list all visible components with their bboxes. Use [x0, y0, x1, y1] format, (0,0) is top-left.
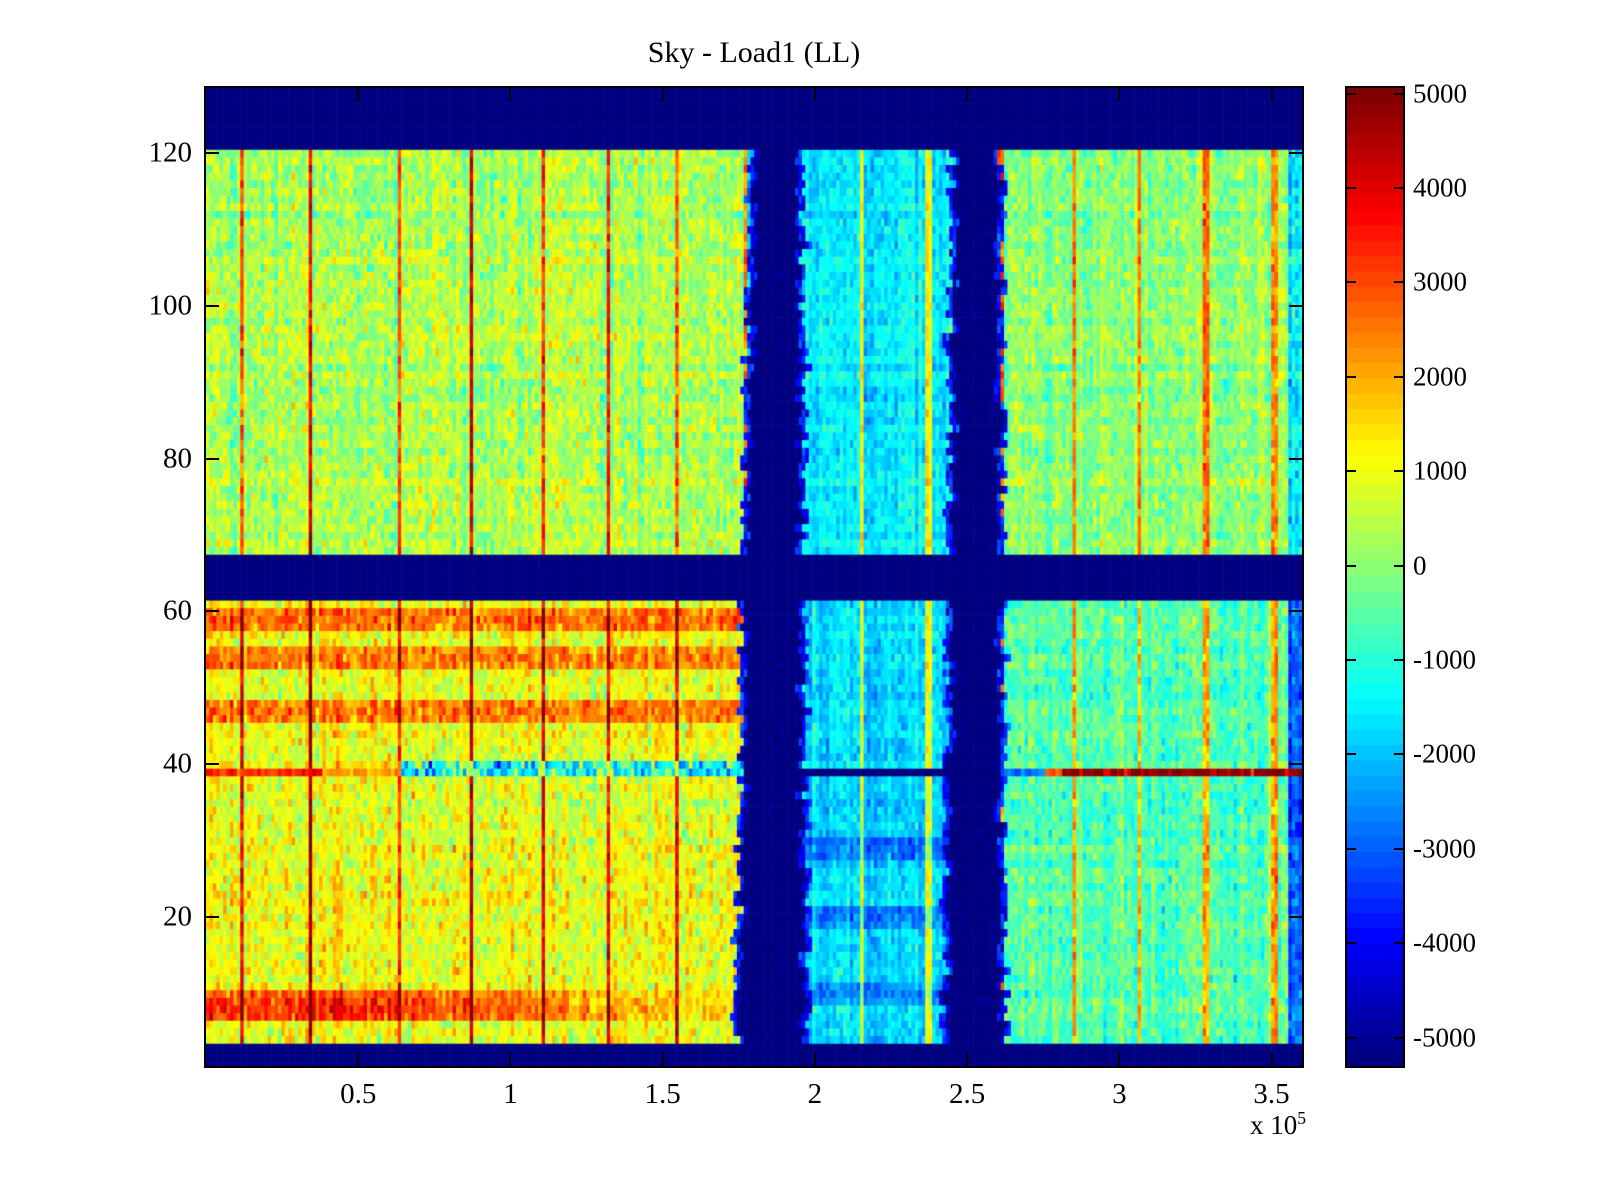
colorbar-right-tick-mark: [1394, 942, 1403, 945]
colorbar-left-tick-mark: [1347, 847, 1356, 850]
x-axis-tick-mark: [357, 1053, 360, 1066]
colorbar-right-tick-mark: [1394, 470, 1403, 473]
y-axis-right-tick-mark: [1289, 610, 1302, 613]
colorbar-tick-label: -5000: [1413, 1022, 1476, 1053]
y-axis-right-tick-mark: [1289, 457, 1302, 460]
colorbar-right-tick-mark: [1394, 564, 1403, 567]
colorbar-tick-label: 0: [1413, 550, 1427, 581]
colorbar-left-tick-mark: [1347, 281, 1356, 284]
colorbar-tick-label: -3000: [1413, 833, 1476, 864]
x-axis-top-tick-mark: [509, 88, 512, 101]
colorbar-tick-label: 3000: [1413, 266, 1467, 297]
x-tick-label: 1: [503, 1078, 518, 1110]
y-tick-label: 120: [148, 136, 193, 169]
colorbar-left-tick-mark: [1347, 375, 1356, 378]
colorbar-left-tick-mark: [1347, 92, 1356, 95]
colorbar-left-tick-mark: [1347, 753, 1356, 756]
x-axis-multiplier-base: x 10: [1249, 1110, 1298, 1140]
x-tick-label: 2: [807, 1078, 823, 1110]
colorbar-tick-label: 1000: [1413, 455, 1467, 486]
colorbar-left-tick-mark: [1347, 470, 1356, 473]
colorbar-tick-label: 4000: [1413, 172, 1467, 203]
chart-title: Sky - Load1 (LL): [647, 36, 861, 69]
colorbar-tick-label: -2000: [1413, 738, 1476, 769]
x-axis-top-tick-mark: [661, 88, 664, 101]
x-axis-tick-mark: [509, 1053, 512, 1066]
x-axis-tick-mark: [813, 1053, 816, 1066]
x-tick-label: 2.5: [948, 1078, 986, 1110]
x-axis-multiplier-exponent: 5: [1297, 1108, 1306, 1128]
y-axis-tick-mark: [206, 457, 219, 460]
y-axis-right-tick-mark: [1289, 916, 1302, 918]
colorbar: [1345, 86, 1405, 1068]
colorbar-right-tick-mark: [1394, 375, 1403, 378]
colorbar-left-tick-mark: [1347, 187, 1356, 190]
x-axis-tick-mark: [661, 1053, 664, 1066]
x-tick-label: 0.5: [340, 1078, 377, 1110]
y-tick-label: 60: [163, 594, 192, 627]
colorbar-left-tick-mark: [1347, 564, 1356, 567]
x-axis-tick-mark: [1270, 1053, 1273, 1066]
y-axis-tick-mark: [206, 610, 219, 613]
y-axis-right-tick-mark: [1289, 763, 1302, 766]
y-tick-label: 80: [163, 442, 192, 475]
y-axis-right-tick-mark: [1289, 304, 1302, 307]
y-axis-tick-mark: [206, 916, 219, 918]
x-axis-top-tick-mark: [1270, 88, 1273, 101]
colorbar-tick-label: 5000: [1413, 78, 1467, 109]
x-axis-top-tick-mark: [1118, 88, 1121, 101]
x-axis-top-tick-mark: [813, 88, 816, 101]
y-axis-tick-mark: [206, 763, 219, 766]
colorbar-right-tick-mark: [1394, 281, 1403, 284]
colorbar-left-tick-mark: [1347, 659, 1356, 662]
x-axis-top-tick-mark: [966, 88, 969, 101]
x-axis-tick-mark: [1118, 1053, 1121, 1066]
colorbar-right-tick-mark: [1394, 187, 1403, 190]
x-tick-label: 3: [1112, 1078, 1127, 1110]
colorbar-right-tick-mark: [1394, 753, 1403, 756]
heatmap-canvas: [206, 88, 1302, 1066]
colorbar-right-tick-mark: [1394, 847, 1403, 850]
x-tick-label: 3.5: [1253, 1078, 1290, 1110]
colorbar-left-tick-mark: [1347, 1036, 1356, 1039]
x-tick-label: 1.5: [644, 1078, 681, 1110]
y-axis-tick-mark: [206, 304, 219, 307]
y-tick-label: 100: [148, 289, 193, 322]
colorbar-tick-label: 2000: [1413, 361, 1467, 392]
colorbar-canvas: [1347, 88, 1403, 1066]
colorbar-tick-label: -1000: [1413, 644, 1476, 675]
plot-area: [204, 86, 1304, 1068]
colorbar-right-tick-mark: [1394, 92, 1403, 95]
x-axis-multiplier: x 105: [1250, 1108, 1306, 1141]
y-tick-label: 20: [163, 900, 192, 933]
colorbar-right-tick-mark: [1394, 659, 1403, 662]
x-axis-top-tick-mark: [357, 88, 360, 101]
y-axis-right-tick-mark: [1289, 151, 1302, 154]
colorbar-tick-label: -4000: [1413, 927, 1476, 958]
colorbar-left-tick-mark: [1347, 942, 1356, 945]
x-axis-tick-mark: [966, 1053, 969, 1066]
colorbar-right-tick-mark: [1394, 1036, 1403, 1039]
y-axis-tick-mark: [206, 151, 219, 154]
y-tick-label: 40: [163, 747, 192, 780]
